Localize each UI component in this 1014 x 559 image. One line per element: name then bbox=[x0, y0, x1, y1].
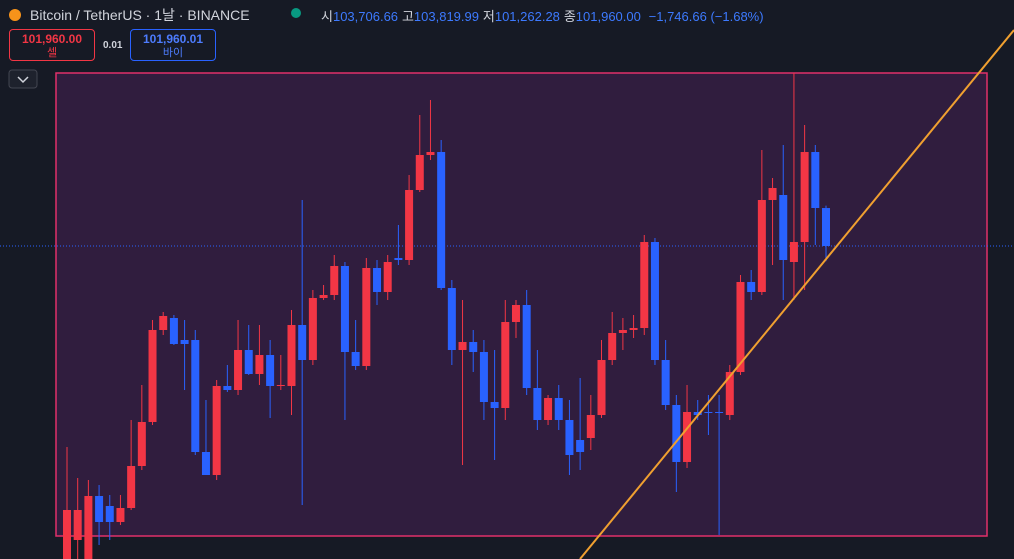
candle-body bbox=[116, 508, 125, 522]
candle-body bbox=[565, 420, 574, 455]
candle-body bbox=[544, 398, 553, 420]
candle-body bbox=[469, 342, 478, 352]
candle-body bbox=[618, 330, 627, 333]
candle-body bbox=[715, 412, 724, 413]
candle-body bbox=[330, 266, 339, 295]
candle-body bbox=[490, 402, 499, 408]
candle-body bbox=[704, 412, 713, 413]
candle-body bbox=[340, 266, 349, 352]
candle-body bbox=[479, 352, 488, 402]
ohlc-value: 103,819.99 bbox=[413, 9, 479, 24]
candle-body bbox=[789, 242, 798, 262]
candle-body bbox=[169, 318, 178, 344]
ohlc-value: 101,960.00 bbox=[575, 9, 641, 24]
candle-body bbox=[511, 305, 520, 322]
candle-body bbox=[661, 360, 670, 405]
ohlc-label: 시 bbox=[321, 9, 333, 24]
candle-body bbox=[629, 328, 638, 330]
candle-body bbox=[747, 282, 756, 292]
candle-body bbox=[276, 385, 285, 386]
chevron-icon bbox=[17, 76, 29, 84]
candle-body bbox=[405, 190, 414, 260]
candle-body bbox=[223, 386, 232, 390]
candle-body bbox=[768, 188, 777, 200]
candle-body bbox=[779, 195, 788, 260]
candle-body bbox=[415, 155, 424, 190]
candle-body bbox=[533, 388, 542, 420]
candle-body bbox=[287, 325, 296, 386]
candle-body bbox=[458, 342, 467, 350]
sell-button[interactable]: 101,960.00 셀 bbox=[9, 29, 95, 61]
ohlc-value: 103,706.66 bbox=[332, 9, 399, 24]
ohlc-value: 101,262.28 bbox=[494, 9, 560, 24]
change-value: −1,746.66 (−1.68%) bbox=[648, 9, 764, 24]
candle-body bbox=[554, 398, 563, 420]
candle-body bbox=[383, 262, 392, 292]
candle-body bbox=[597, 360, 606, 415]
candle-body bbox=[308, 298, 317, 360]
candle-body bbox=[298, 325, 307, 360]
candle-body bbox=[255, 355, 264, 374]
candle-body bbox=[373, 268, 382, 292]
candle-body bbox=[800, 152, 809, 242]
candle-body bbox=[73, 510, 82, 540]
candle-body bbox=[811, 152, 820, 208]
candle-body bbox=[608, 333, 617, 360]
trend-line bbox=[579, 29, 1014, 559]
spread: 0.01 bbox=[103, 40, 123, 51]
candle-body bbox=[351, 352, 360, 366]
buy-button[interactable]: 101,960.01 바이 bbox=[130, 29, 216, 61]
candle-body bbox=[95, 496, 104, 522]
candle-body bbox=[437, 152, 446, 288]
rectangle-drawing bbox=[55, 72, 988, 537]
candle-body bbox=[180, 340, 189, 344]
ohlc-legend: 시103,706.66 고103,819.99 저101,262.28 종101… bbox=[321, 6, 764, 25]
candle-body bbox=[148, 330, 157, 422]
candle-body bbox=[362, 268, 371, 366]
candle-body bbox=[234, 350, 243, 390]
sell-label: 셀 bbox=[46, 47, 58, 59]
candle-body bbox=[447, 288, 456, 350]
candle-body bbox=[212, 386, 221, 475]
candle-body bbox=[522, 305, 531, 388]
sell-price: 101,960.00 bbox=[21, 32, 83, 46]
candle-body bbox=[394, 258, 403, 260]
candle-body bbox=[244, 350, 253, 374]
ohlc-label: 고 bbox=[401, 9, 414, 24]
candle-body bbox=[501, 322, 510, 408]
candle-body bbox=[319, 295, 328, 298]
candle-body bbox=[105, 506, 114, 522]
candle-body bbox=[650, 242, 659, 360]
status-dot bbox=[291, 8, 301, 18]
candle-body bbox=[757, 200, 766, 292]
collapse-button[interactable] bbox=[8, 69, 38, 89]
candle-body bbox=[586, 415, 595, 438]
coin-icon bbox=[9, 9, 21, 21]
buy-label: 바이 bbox=[162, 47, 184, 59]
candle-body bbox=[127, 466, 136, 508]
symbol-title[interactable]: Bitcoin / TetherUS · 1날 · BINANCE bbox=[30, 7, 250, 23]
candle-body bbox=[137, 422, 146, 466]
candle-body bbox=[640, 242, 649, 328]
candle-body bbox=[683, 412, 692, 462]
candle-body bbox=[693, 412, 702, 415]
candle-body bbox=[672, 405, 681, 462]
candle-body bbox=[63, 510, 71, 559]
buy-price: 101,960.01 bbox=[142, 32, 204, 46]
candle-body bbox=[576, 440, 585, 452]
candle-body bbox=[201, 452, 210, 475]
candle-body bbox=[266, 355, 275, 386]
candle-body bbox=[191, 340, 200, 452]
candle-body bbox=[822, 208, 830, 246]
candle-body bbox=[159, 316, 168, 330]
candle-body bbox=[84, 496, 93, 559]
ohlc-label: 종 bbox=[563, 9, 576, 24]
ohlc-label: 저 bbox=[482, 9, 495, 24]
candle-body bbox=[426, 152, 435, 155]
candle-body bbox=[736, 282, 745, 372]
candle-body bbox=[725, 372, 734, 415]
